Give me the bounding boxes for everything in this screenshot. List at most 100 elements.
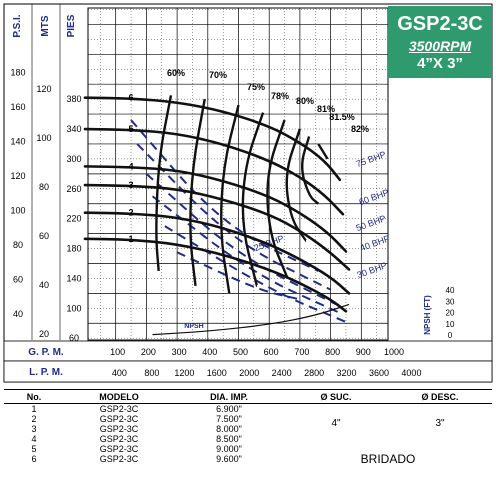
cell-dia: 8.500" [216,434,242,444]
npsh-axis-label: NPSH (FT) [423,295,432,335]
lpm-band [3,360,493,383]
efficiency-label: 80% [296,96,314,106]
head-curve-6 [83,96,342,182]
lpm-tick-label: 4000 [401,368,421,378]
efficiency-label: 75% [247,82,265,92]
lpm-tick-label: 400 [112,368,127,378]
table-header-row: No. MODELO DIA. IMP. Ø SUC. Ø DESC. [4,389,492,404]
cell-modelo: GSP2-3C [99,404,139,414]
cell-dia: 9.000" [216,444,242,454]
npsh-tick-label: 0 [448,331,453,340]
mts-tick-label: 40 [39,280,49,290]
cell-discharge: 3" [435,418,445,429]
efficiency-curve [266,119,289,279]
gpm-tick-label: 600 [264,347,279,357]
bhp-label: 50 BHP [355,213,388,233]
header-no: No. [4,389,64,404]
psi-tick-label: 100 [10,205,25,215]
pies-tick-label: 340 [66,124,81,134]
npsh-tick-label: 40 [446,286,455,295]
model-rpm: 3500RPM [408,38,472,54]
psi-tick-label: 140 [10,136,25,146]
cell-connection: BRIDADO [360,452,416,466]
efficiency-label: 81% [317,104,335,114]
head-curve-label: 2 [128,208,133,218]
cell-modelo: GSP2-3C [99,444,139,454]
head-curve-4 [83,165,348,253]
efficiency-label: 81.5% [329,112,355,122]
model-name: GSP2-3C [397,13,483,35]
cell-no: 2 [31,414,37,424]
table-row: 1 GSP2-3C 6.900" 4" 3" [4,404,492,428]
gpm-tick-label: 1000 [384,347,404,357]
pies-tick-label: 180 [66,244,81,254]
table-row: 6 GSP2-3C 9.600" [4,454,492,464]
header-dia: DIA. IMP. [174,389,284,404]
mts-tick-label: 120 [36,84,51,94]
bhp-line [176,251,301,301]
head-curve-3 [83,183,351,271]
bhp-line [164,225,350,325]
pies-tick-label: 140 [66,273,81,283]
mts-tick-label: 60 [39,231,49,241]
cell-no: 4 [31,434,37,444]
header-modelo: MODELO [64,389,174,404]
psi-tick-label: 160 [10,102,25,112]
npsh-tick-label: 10 [446,320,455,329]
gpm-tick-label: 300 [172,347,187,357]
gpm-tick-label: 700 [294,347,309,357]
bhp-line [130,119,319,272]
mts-axis-label: MTS [40,15,51,36]
npsh-curve [152,303,350,336]
efficiency-curve [189,98,206,287]
table-row: 4 GSP2-3C 8.500" [4,434,492,444]
pies-tick-label: 380 [66,94,81,104]
pump-curve-chart: P.S.I.MTSPIES204060801001201401601802040… [3,3,493,383]
gpm-tick-label: 900 [356,347,371,357]
lpm-tick-label: 2000 [239,368,259,378]
efficiency-label: 78% [271,91,289,101]
lpm-tick-label: 1600 [207,368,227,378]
cell-dia: 6.900" [216,404,242,414]
psi-tick-label: 80 [13,240,23,250]
cell-dia: 9.600" [216,454,242,464]
pies-tick-label: 60 [69,333,79,343]
cell-no: 3 [31,424,37,434]
gpm-tick-label: 500 [233,347,248,357]
bhp-line [136,143,332,291]
gpm-tick-label: 800 [325,347,340,357]
mts-tick-label: 100 [36,133,51,143]
gpm-tick-label: 400 [202,347,217,357]
npsh-tick-label: 20 [446,309,455,318]
table-row: 5 GSP2-3C 9.000" BRIDADO [4,444,492,465]
efficiency-label: 82% [351,124,369,134]
pies-tick-label: 300 [66,154,81,164]
model-title-box: GSP2-3C 3500RPM 4”X 3” [388,6,492,78]
cell-suction: 4" [331,418,341,429]
npsh-curve-label: NPSH [184,323,203,330]
cell-no: 1 [31,404,37,414]
pies-tick-label: 260 [66,184,81,194]
cell-modelo: GSP2-3C [99,414,139,424]
efficiency-label: 60% [167,68,185,78]
cell-modelo: GSP2-3C [99,434,139,444]
efficiency-curve [317,143,329,160]
head-curve-label: 1 [128,234,133,244]
lpm-tick-label: 1200 [174,368,194,378]
pies-tick-label: 220 [66,214,81,224]
head-curve-label: 3 [128,180,133,190]
gpm-tick-label: 100 [110,347,125,357]
psi-tick-label: 40 [13,309,23,319]
psi-tick-label: 120 [10,171,25,181]
pies-axis-label: PIES [66,14,77,37]
model-size: 4”X 3” [417,55,463,72]
psi-tick-label: 180 [10,67,25,77]
pies-tick-label: 100 [66,303,81,313]
psi-axis-label: P.S.I. [12,14,23,37]
bhp-label: 75 BHP [355,149,388,169]
mts-tick-label: 20 [39,329,49,339]
mts-tick-label: 80 [39,182,49,192]
lpm-tick-label: 3200 [337,368,357,378]
header-desc: Ø DESC. [388,389,492,404]
cell-dia: 8.000" [216,424,242,434]
